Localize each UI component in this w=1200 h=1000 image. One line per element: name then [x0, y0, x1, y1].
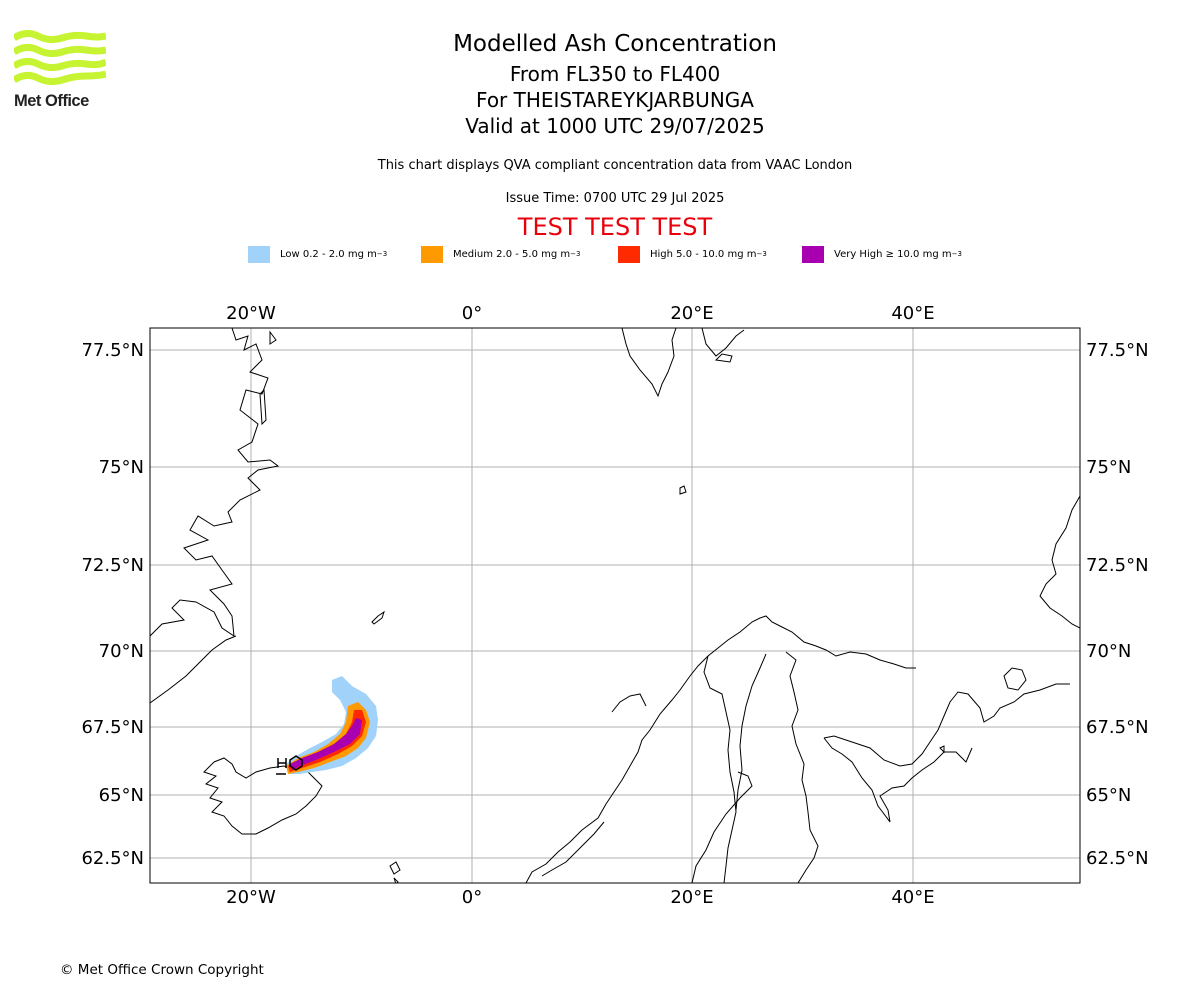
lat-tick: 77.5°N [1086, 340, 1149, 361]
lon-tick: 0° [462, 303, 482, 324]
low-swatch [248, 245, 270, 263]
lon-tick: 40°E [891, 303, 934, 324]
lat-tick: 62.5°N [1086, 848, 1149, 869]
lat-tick: 72.5°N [1086, 555, 1149, 576]
title-block: Modelled Ash Concentration From FL350 to… [315, 30, 915, 139]
lat-tick: 70°N [99, 641, 144, 662]
lon-ticks-top: 20°W 0° 20°E 40°E [226, 303, 934, 324]
lat-tick: 70°N [1086, 641, 1131, 662]
description: This chart displays QVA compliant concen… [377, 158, 853, 173]
ash-plume [286, 676, 378, 774]
lat-tick: 67.5°N [1086, 717, 1149, 738]
map-frame [149, 327, 1081, 884]
lat-ticks-left: 77.5°N 75°N 72.5°N 70°N 67.5°N 65°N 62.5… [81, 340, 144, 869]
legend-high-label: High 5.0 - 10.0 mg m [650, 248, 757, 260]
lat-tick: 62.5°N [81, 848, 144, 869]
lon-tick: 20°W [226, 887, 276, 908]
legend-low: Low 0.2 - 2.0 mg m −3 [248, 245, 387, 263]
volcano-icon [276, 755, 303, 775]
lon-tick: 20°W [226, 303, 276, 324]
legend-very-high: Very High ≥ 10.0 mg m −3 [802, 245, 962, 263]
legend-low-label: Low 0.2 - 2.0 mg m [280, 248, 377, 260]
valid-time: Valid at 1000 UTC 29/07/2025 [465, 114, 765, 138]
lat-tick: 75°N [99, 457, 144, 478]
test-banner: TEST TEST TEST [517, 213, 713, 241]
lat-tick: 65°N [1086, 785, 1131, 806]
lon-tick: 20°E [670, 303, 713, 324]
lon-tick: 40°E [891, 887, 934, 908]
lon-tick: 20°E [670, 887, 713, 908]
lat-tick: 65°N [99, 785, 144, 806]
lat-tick: 72.5°N [81, 555, 144, 576]
met-office-logo: Met Office [12, 29, 108, 112]
legend-medium: Medium 2.0 - 5.0 mg m −3 [421, 245, 580, 263]
volcano-name: For THEISTAREYKJARBUNGA [476, 88, 754, 112]
lon-ticks-bottom: 20°W 0° 20°E 40°E [226, 887, 934, 908]
high-swatch [618, 245, 640, 263]
issue-time: Issue Time: 0700 UTC 29 Jul 2025 [505, 191, 725, 206]
flight-levels: From FL350 to FL400 [509, 62, 721, 86]
medium-swatch [421, 245, 443, 263]
met-office-waves-icon [12, 29, 108, 86]
legend-very-high-label: Very High ≥ 10.0 mg m [834, 248, 952, 260]
lat-ticks-right: 77.5°N 75°N 72.5°N 70°N 67.5°N 65°N 62.5… [1086, 340, 1149, 869]
lat-tick: 67.5°N [81, 717, 144, 738]
lat-tick: 77.5°N [81, 340, 144, 361]
logo-text: Met Office [14, 92, 89, 110]
lat-tick: 75°N [1086, 457, 1131, 478]
legend-high: High 5.0 - 10.0 mg m −3 [618, 245, 767, 263]
copyright: © Met Office Crown Copyright [60, 962, 264, 978]
graticule [150, 328, 1080, 883]
coastlines [150, 328, 1080, 883]
chart-title: Modelled Ash Concentration [453, 31, 777, 57]
very-high-swatch [802, 245, 824, 263]
legend-medium-label: Medium 2.0 - 5.0 mg m [453, 248, 571, 260]
lon-tick: 0° [462, 887, 482, 908]
